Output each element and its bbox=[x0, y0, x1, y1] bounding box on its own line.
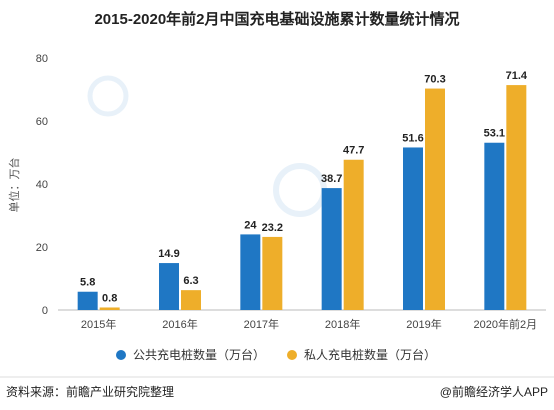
y-tick-label: 60 bbox=[36, 116, 48, 128]
x-tick-label: 2015年 bbox=[81, 317, 116, 331]
legend-item-public[interactable]: 公共充电桩数量（万台） bbox=[116, 347, 265, 362]
legend-item-private[interactable]: 私人充电桩数量（万台） bbox=[287, 347, 436, 362]
bar-private[interactable] bbox=[425, 88, 445, 311]
footer-source: 资料来源：前瞻产业研究院整理 bbox=[6, 384, 174, 399]
legend-label-private: 私人充电桩数量（万台） bbox=[304, 347, 436, 362]
watermark-logo-icon-2 bbox=[273, 163, 327, 217]
x-ticks: 2015年 2016年 2017年 2018年 2019年 2020年前2月 bbox=[81, 317, 537, 331]
x-tick-label: 2016年 bbox=[162, 317, 197, 331]
footer-brand: @前瞻经济学人APP bbox=[440, 384, 548, 399]
bar-public[interactable] bbox=[484, 142, 505, 310]
legend: 公共充电桩数量（万台） 私人充电桩数量（万台） bbox=[116, 347, 436, 362]
data-label-private: 6.3 bbox=[183, 275, 198, 287]
y-axis: 单位：万台 0 20 40 60 80 bbox=[7, 53, 48, 317]
legend-label-public: 公共充电桩数量（万台） bbox=[133, 347, 265, 362]
bar-public[interactable] bbox=[240, 234, 261, 310]
bar-private[interactable] bbox=[181, 290, 201, 310]
data-label-private: 23.2 bbox=[262, 222, 283, 234]
legend-marker-private bbox=[287, 350, 297, 360]
watermark-logo-icon bbox=[87, 75, 129, 117]
data-label-public: 14.9 bbox=[158, 248, 179, 260]
x-tick-label: 2017年 bbox=[244, 317, 279, 331]
legend-marker-public bbox=[116, 350, 126, 360]
x-tick-label: 2019年 bbox=[406, 317, 441, 331]
data-label-public: 53.1 bbox=[484, 128, 505, 140]
y-tick-label: 20 bbox=[36, 242, 48, 254]
bar-public[interactable] bbox=[403, 147, 423, 310]
x-tick-label: 2018年 bbox=[325, 317, 360, 331]
bars: 5.8 0.8 14.9 6.3 24 23.2 38.7 47.7 51.6 70.3 53.1 7… bbox=[77, 70, 528, 311]
bar-public[interactable] bbox=[321, 188, 342, 310]
watermark bbox=[87, 75, 327, 217]
bar-private[interactable] bbox=[506, 85, 527, 310]
y-tick-label: 40 bbox=[36, 179, 48, 191]
y-tick-label: 80 bbox=[36, 53, 48, 65]
data-label-public: 24 bbox=[244, 219, 257, 231]
bar-private[interactable] bbox=[99, 307, 120, 310]
data-label-private: 0.8 bbox=[102, 292, 117, 304]
x-tick-label: 2020年前2月 bbox=[474, 317, 538, 331]
bar-private[interactable] bbox=[343, 159, 364, 310]
bar-public[interactable] bbox=[77, 291, 98, 310]
chart-title: 2015-2020年前2月中国充电基础设施累计数量统计情况 bbox=[94, 10, 459, 28]
bar-private[interactable] bbox=[262, 236, 283, 310]
data-label-private: 71.4 bbox=[506, 70, 528, 82]
data-label-public: 51.6 bbox=[402, 132, 423, 144]
bar-public[interactable] bbox=[159, 263, 179, 310]
data-label-public: 5.8 bbox=[80, 277, 95, 289]
y-tick-label: 0 bbox=[42, 305, 48, 317]
y-ticks: 0 20 40 60 80 bbox=[36, 53, 48, 317]
data-label-private: 70.3 bbox=[424, 74, 445, 86]
data-label-private: 47.7 bbox=[343, 145, 364, 157]
y-axis-label: 单位：万台 bbox=[7, 158, 21, 213]
data-label-public: 38.7 bbox=[321, 173, 342, 185]
